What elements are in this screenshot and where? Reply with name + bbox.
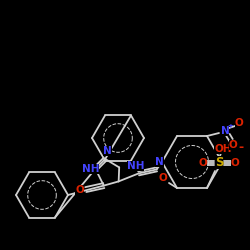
- Text: O: O: [198, 158, 207, 168]
- Text: NH: NH: [127, 162, 144, 172]
- Text: OH: OH: [214, 144, 232, 154]
- Text: S: S: [215, 156, 223, 170]
- Text: O: O: [76, 184, 84, 194]
- Text: O: O: [159, 173, 168, 183]
- Text: N: N: [221, 126, 230, 136]
- Text: O: O: [234, 118, 244, 128]
- Text: N: N: [155, 158, 164, 168]
- Text: +: +: [227, 123, 233, 129]
- Text: N: N: [103, 146, 112, 156]
- Text: -: -: [238, 140, 244, 153]
- Text: NH: NH: [82, 164, 99, 174]
- Text: O: O: [230, 158, 239, 168]
- Text: O: O: [228, 140, 237, 150]
